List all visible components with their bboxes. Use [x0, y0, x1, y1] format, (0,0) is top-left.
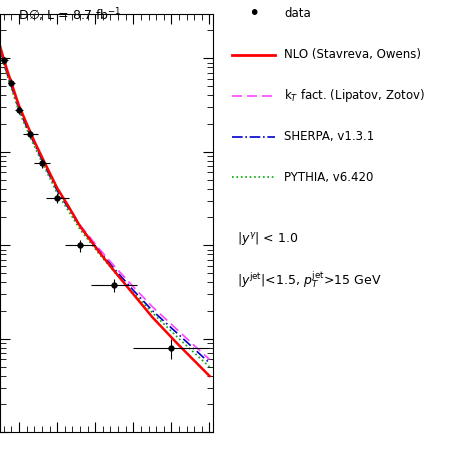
Text: NLO (Stavreva, Owens): NLO (Stavreva, Owens) — [284, 48, 421, 61]
SHERPA, v1.3.1 — [176, 332, 182, 338]
SHERPA, v1.3.1 — [111, 266, 117, 272]
SHERPA, v1.3.1 — [31, 141, 37, 147]
NLO (Stavreva, Owens) — [12, 92, 18, 97]
NLO (Stavreva, Owens) — [39, 154, 45, 160]
Text: $|y^{\gamma}|$ < 1.0: $|y^{\gamma}|$ < 1.0 — [237, 230, 299, 248]
k$_T$ fact. (Lipatov, Zotov) — [1, 59, 7, 64]
k$_T$ fact. (Lipatov, Zotov) — [46, 171, 52, 176]
PYTHIA, v6.420 — [1, 62, 7, 67]
Text: •: • — [248, 4, 259, 23]
k$_T$ fact. (Lipatov, Zotov) — [96, 246, 102, 251]
NLO (Stavreva, Owens) — [149, 314, 155, 320]
k$_T$ fact. (Lipatov, Zotov) — [12, 94, 18, 99]
PYTHIA, v6.420 — [5, 74, 10, 80]
NLO (Stavreva, Owens) — [66, 204, 72, 209]
Line: k$_T$ fact. (Lipatov, Zotov): k$_T$ fact. (Lipatov, Zotov) — [0, 48, 210, 359]
k$_T$ fact. (Lipatov, Zotov) — [55, 186, 60, 192]
PYTHIA, v6.420 — [31, 143, 37, 149]
SHERPA, v1.3.1 — [96, 248, 102, 253]
Line: PYTHIA, v6.420: PYTHIA, v6.420 — [0, 51, 210, 367]
NLO (Stavreva, Owens) — [0, 43, 3, 49]
NLO (Stavreva, Owens) — [55, 185, 60, 191]
PYTHIA, v6.420 — [16, 109, 22, 114]
k$_T$ fact. (Lipatov, Zotov) — [130, 284, 136, 289]
SHERPA, v1.3.1 — [149, 308, 155, 313]
k$_T$ fact. (Lipatov, Zotov) — [24, 122, 29, 128]
PYTHIA, v6.420 — [130, 290, 136, 296]
PYTHIA, v6.420 — [55, 191, 60, 196]
PYTHIA, v6.420 — [207, 364, 212, 369]
Text: k$_T$ fact. (Lipatov, Zotov): k$_T$ fact. (Lipatov, Zotov) — [284, 87, 425, 104]
NLO (Stavreva, Owens) — [24, 121, 29, 126]
NLO (Stavreva, Owens) — [130, 291, 136, 297]
Text: $|y^{\rm jet}|$<1.5, $p_T^{\rm jet}$>15 GeV: $|y^{\rm jet}|$<1.5, $p_T^{\rm jet}$>15 … — [237, 269, 382, 290]
k$_T$ fact. (Lipatov, Zotov) — [207, 357, 212, 362]
PYTHIA, v6.420 — [39, 160, 45, 165]
PYTHIA, v6.420 — [24, 126, 29, 132]
SHERPA, v1.3.1 — [0, 46, 3, 52]
PYTHIA, v6.420 — [77, 227, 83, 232]
SHERPA, v1.3.1 — [77, 224, 83, 229]
PYTHIA, v6.420 — [46, 175, 52, 180]
PYTHIA, v6.420 — [12, 97, 18, 103]
PYTHIA, v6.420 — [0, 48, 3, 54]
SHERPA, v1.3.1 — [16, 106, 22, 112]
SHERPA, v1.3.1 — [66, 206, 72, 211]
Text: SHERPA, v1.3.1: SHERPA, v1.3.1 — [284, 130, 374, 143]
SHERPA, v1.3.1 — [55, 188, 60, 193]
PYTHIA, v6.420 — [96, 251, 102, 257]
SHERPA, v1.3.1 — [1, 60, 7, 65]
NLO (Stavreva, Owens) — [46, 170, 52, 175]
k$_T$ fact. (Lipatov, Zotov) — [31, 140, 37, 145]
k$_T$ fact. (Lipatov, Zotov) — [77, 222, 83, 228]
NLO (Stavreva, Owens) — [9, 80, 14, 85]
k$_T$ fact. (Lipatov, Zotov) — [0, 45, 3, 51]
PYTHIA, v6.420 — [111, 269, 117, 274]
SHERPA, v1.3.1 — [12, 96, 18, 101]
SHERPA, v1.3.1 — [130, 288, 136, 293]
PYTHIA, v6.420 — [9, 86, 14, 91]
k$_T$ fact. (Lipatov, Zotov) — [16, 105, 22, 111]
NLO (Stavreva, Owens) — [77, 223, 83, 229]
k$_T$ fact. (Lipatov, Zotov) — [149, 304, 155, 309]
k$_T$ fact. (Lipatov, Zotov) — [66, 204, 72, 209]
SHERPA, v1.3.1 — [5, 72, 10, 78]
Text: PYTHIA, v6.420: PYTHIA, v6.420 — [284, 171, 374, 184]
PYTHIA, v6.420 — [149, 310, 155, 315]
k$_T$ fact. (Lipatov, Zotov) — [176, 329, 182, 334]
NLO (Stavreva, Owens) — [96, 249, 102, 255]
NLO (Stavreva, Owens) — [16, 103, 22, 109]
SHERPA, v1.3.1 — [207, 360, 212, 366]
NLO (Stavreva, Owens) — [111, 268, 117, 274]
NLO (Stavreva, Owens) — [5, 69, 10, 74]
NLO (Stavreva, Owens) — [207, 373, 212, 379]
k$_T$ fact. (Lipatov, Zotov) — [111, 263, 117, 269]
PYTHIA, v6.420 — [66, 208, 72, 214]
Text: $-$  D$\emptyset$, L = 8.7 fb$^{-1}$: $-$ D$\emptyset$, L = 8.7 fb$^{-1}$ — [0, 7, 122, 25]
SHERPA, v1.3.1 — [9, 84, 14, 89]
Line: NLO (Stavreva, Owens): NLO (Stavreva, Owens) — [0, 46, 210, 376]
NLO (Stavreva, Owens) — [176, 343, 182, 348]
NLO (Stavreva, Owens) — [1, 56, 7, 62]
SHERPA, v1.3.1 — [39, 157, 45, 162]
k$_T$ fact. (Lipatov, Zotov) — [9, 82, 14, 87]
SHERPA, v1.3.1 — [46, 172, 52, 178]
PYTHIA, v6.420 — [176, 336, 182, 342]
k$_T$ fact. (Lipatov, Zotov) — [5, 71, 10, 76]
Text: data: data — [284, 7, 311, 20]
k$_T$ fact. (Lipatov, Zotov) — [39, 156, 45, 161]
NLO (Stavreva, Owens) — [31, 138, 37, 144]
SHERPA, v1.3.1 — [24, 124, 29, 130]
Line: SHERPA, v1.3.1: SHERPA, v1.3.1 — [0, 49, 210, 363]
